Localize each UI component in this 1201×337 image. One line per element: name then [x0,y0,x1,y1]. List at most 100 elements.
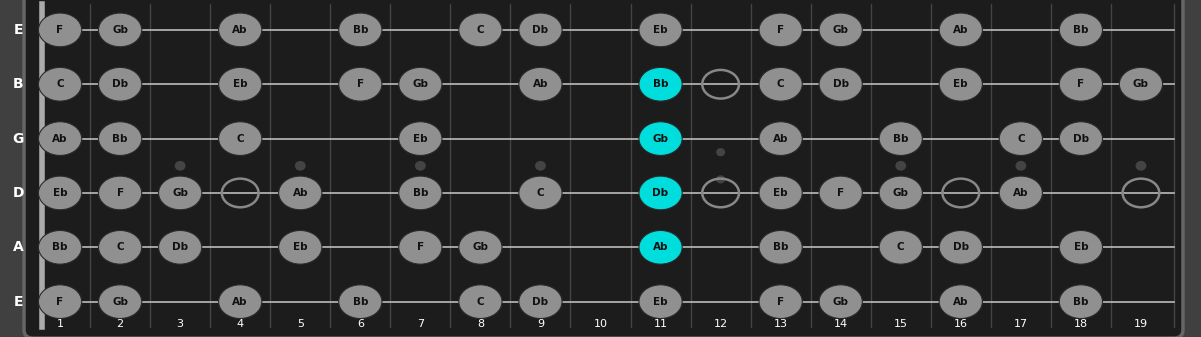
Text: Db: Db [832,79,849,89]
Text: C: C [237,133,244,144]
Text: F: F [1077,79,1085,89]
Ellipse shape [1119,67,1163,101]
Text: Gb: Gb [832,297,849,307]
Text: F: F [116,188,124,198]
Text: Db: Db [112,79,129,89]
Text: F: F [56,25,64,35]
Text: Eb: Eb [233,79,247,89]
Ellipse shape [339,67,382,101]
Ellipse shape [219,285,262,318]
Text: Ab: Ab [773,133,788,144]
Text: 3: 3 [177,319,184,330]
Text: E: E [13,23,23,37]
Text: F: F [777,297,784,307]
Text: Bb: Bb [894,133,908,144]
Text: Ab: Ab [53,133,67,144]
Text: C: C [897,242,904,252]
Text: Bb: Bb [773,242,788,252]
Text: 14: 14 [833,319,848,330]
Ellipse shape [219,13,262,47]
Text: Gb: Gb [652,133,669,144]
Ellipse shape [639,122,682,155]
Text: 9: 9 [537,319,544,330]
Ellipse shape [759,13,802,47]
Ellipse shape [819,285,862,318]
Ellipse shape [939,67,982,101]
Text: Gb: Gb [472,242,489,252]
Text: Ab: Ab [233,25,247,35]
Ellipse shape [38,13,82,47]
Text: Bb: Bb [1074,297,1088,307]
Text: Bb: Bb [353,297,368,307]
Ellipse shape [399,122,442,155]
Text: Gb: Gb [412,79,429,89]
Text: Eb: Eb [653,25,668,35]
Ellipse shape [896,161,907,171]
Ellipse shape [939,231,982,264]
Ellipse shape [416,161,426,171]
Text: Ab: Ab [1014,188,1028,198]
Ellipse shape [999,122,1042,155]
Ellipse shape [38,231,82,264]
Text: Bb: Bb [113,133,127,144]
Text: C: C [116,242,124,252]
Text: Ab: Ab [653,242,668,252]
Text: 10: 10 [593,319,608,330]
Ellipse shape [98,122,142,155]
Text: F: F [777,25,784,35]
Ellipse shape [1059,231,1103,264]
Text: 5: 5 [297,319,304,330]
Text: F: F [417,242,424,252]
Ellipse shape [98,67,142,101]
Text: 6: 6 [357,319,364,330]
Ellipse shape [639,231,682,264]
Ellipse shape [399,176,442,210]
Text: Gb: Gb [1133,79,1149,89]
Text: Ab: Ab [293,188,307,198]
Ellipse shape [98,285,142,318]
Ellipse shape [1059,13,1103,47]
Text: 8: 8 [477,319,484,330]
Ellipse shape [1059,67,1103,101]
Ellipse shape [716,148,725,156]
Text: F: F [357,79,364,89]
Ellipse shape [639,176,682,210]
Ellipse shape [759,285,802,318]
Ellipse shape [38,67,82,101]
Text: 4: 4 [237,319,244,330]
Text: B: B [13,77,23,91]
Text: Gb: Gb [112,297,129,307]
Text: Ab: Ab [954,25,968,35]
Text: Eb: Eb [293,242,307,252]
Ellipse shape [716,175,725,183]
Ellipse shape [459,231,502,264]
Text: 16: 16 [954,319,968,330]
Text: Gb: Gb [112,25,129,35]
Ellipse shape [639,13,682,47]
Text: Db: Db [952,242,969,252]
Text: G: G [12,132,24,146]
Text: E: E [13,295,23,309]
Text: Bb: Bb [1074,25,1088,35]
Text: Bb: Bb [353,25,368,35]
Text: Db: Db [532,25,549,35]
Ellipse shape [1136,161,1147,171]
Ellipse shape [879,231,922,264]
Text: D: D [12,186,24,200]
Text: Gb: Gb [172,188,189,198]
Text: 11: 11 [653,319,668,330]
FancyBboxPatch shape [24,0,1183,337]
Ellipse shape [1016,161,1026,171]
Ellipse shape [459,13,502,47]
Text: 2: 2 [116,319,124,330]
Text: Ab: Ab [954,297,968,307]
Text: F: F [56,297,64,307]
Text: Eb: Eb [53,188,67,198]
Ellipse shape [339,13,382,47]
Ellipse shape [879,176,922,210]
Ellipse shape [819,13,862,47]
Text: C: C [1017,133,1024,144]
Ellipse shape [159,176,202,210]
Text: Db: Db [172,242,189,252]
Ellipse shape [98,231,142,264]
